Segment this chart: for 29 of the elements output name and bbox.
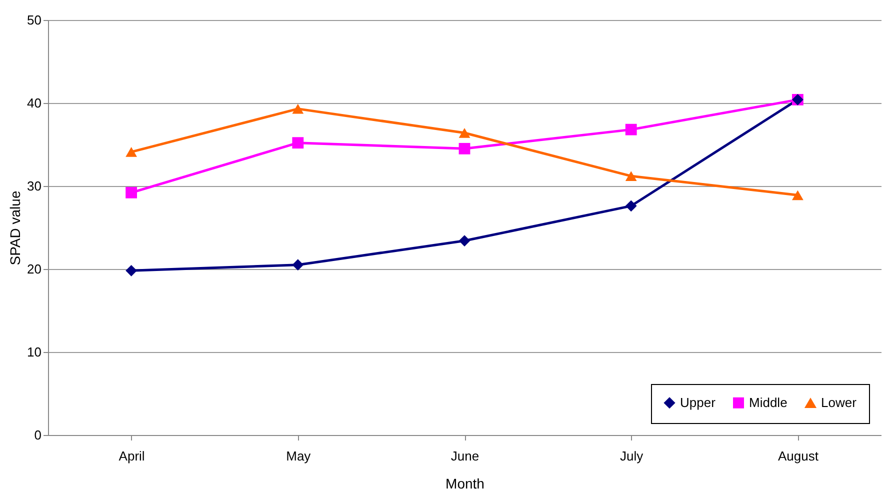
point — [126, 186, 137, 198]
legend-label: Middle — [749, 394, 788, 410]
y-tick-label: 0 — [34, 428, 42, 442]
point — [458, 142, 470, 154]
x-tick-label: May — [286, 448, 312, 464]
point — [292, 137, 304, 149]
x-tick-label: June — [450, 448, 480, 464]
y-tick-label: 20 — [27, 262, 42, 276]
legend-label: Upper — [680, 394, 716, 410]
y-tick-label: 50 — [27, 12, 42, 28]
y-axis-title: SPAD value — [7, 190, 24, 266]
x-tick-label: July — [620, 448, 644, 464]
y-tick-label: 30 — [27, 178, 42, 194]
y-tick-label: 40 — [27, 96, 42, 110]
point — [458, 128, 470, 138]
x-tick-label: April — [118, 448, 145, 464]
point — [625, 200, 637, 212]
y-tick-label: 10 — [27, 344, 42, 360]
point — [458, 235, 470, 246]
point — [625, 124, 637, 136]
point — [792, 190, 804, 200]
point — [625, 171, 637, 181]
point — [292, 104, 304, 114]
x-axis-title: Month — [446, 476, 484, 492]
point — [126, 147, 137, 157]
legend-label: Lower — [821, 395, 858, 410]
point — [292, 259, 304, 271]
x-tick-label: August — [778, 448, 819, 464]
point — [126, 264, 137, 276]
